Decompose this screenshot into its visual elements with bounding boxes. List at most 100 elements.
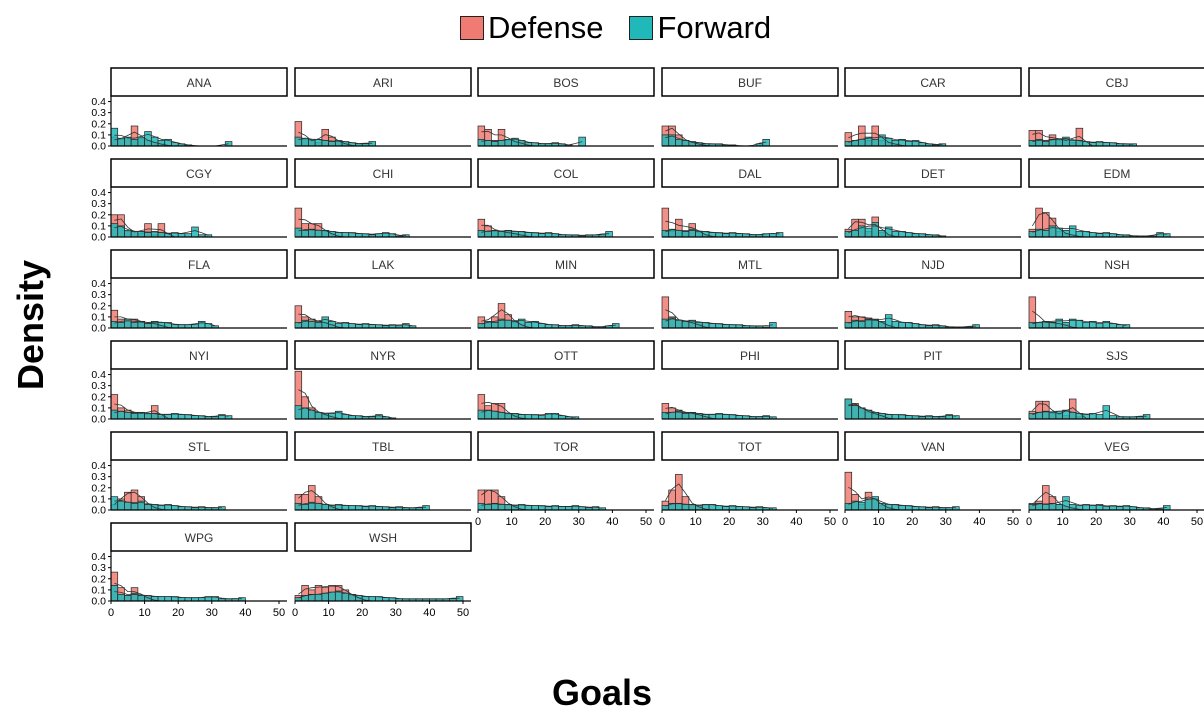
- forward-bar: [144, 413, 152, 420]
- facet-strip-label: TBL: [372, 440, 394, 454]
- forward-bar: [858, 501, 866, 511]
- facet-strip-label: EDM: [1104, 167, 1131, 181]
- forward-bar: [681, 413, 690, 420]
- forward-bar: [497, 231, 506, 238]
- forward-bar: [110, 409, 119, 420]
- x-tick-label: 10: [1056, 516, 1068, 528]
- defense-density-line: [114, 218, 175, 238]
- facet-strip-label: TOR: [553, 440, 578, 454]
- facet-strip-col: [477, 158, 655, 188]
- facet-strip-label: BUF: [738, 76, 762, 90]
- forward-density-line: [1032, 409, 1147, 418]
- forward-bar: [117, 322, 125, 329]
- y-tick-label: 0.1: [91, 311, 106, 323]
- facet-strip-tor: [477, 431, 655, 461]
- facet-strip-pit: [844, 340, 1022, 370]
- x-tick-label: 20: [906, 516, 918, 528]
- y-tick-label: 0.1: [91, 584, 106, 596]
- facet-panel-bos: BOS: [477, 67, 655, 147]
- forward-bar: [110, 223, 119, 238]
- x-tick-label: 50: [1007, 516, 1019, 528]
- forward-bar: [661, 134, 670, 147]
- legend-item-defense: Defense: [460, 10, 603, 46]
- x-tick-label: 30: [1124, 516, 1136, 528]
- y-tick-label: 0.2: [91, 209, 106, 221]
- forward-bar: [477, 323, 486, 329]
- facet-panel-det: DET: [844, 158, 1022, 238]
- x-tick-label: 0: [1026, 516, 1032, 528]
- forward-bar: [294, 405, 303, 420]
- facet-panel-ana: ANA 0.00.10.20.30.4: [91, 67, 288, 153]
- facet-panel-min: MIN: [477, 249, 655, 329]
- forward-bar: [124, 595, 132, 602]
- facet-strip-nyr: [294, 340, 472, 370]
- defense-density-line: [848, 402, 896, 420]
- forward-bar: [1089, 505, 1097, 511]
- facet-strip-label: NYI: [189, 349, 209, 363]
- facet-panel-pit: PIT: [844, 340, 1022, 420]
- facet-panel-cgy: CGY 0.00.10.20.30.4: [91, 158, 288, 244]
- facet-strip-dal: [661, 158, 839, 188]
- forward-bar: [844, 502, 853, 511]
- defense-density-line: [848, 132, 909, 147]
- forward-bar: [455, 596, 464, 602]
- facet-panel-veg: VEG 0 10 20 30 40 50: [1026, 431, 1204, 528]
- forward-bar: [301, 229, 309, 238]
- forward-bar: [1156, 232, 1164, 238]
- forward-bar: [681, 320, 690, 329]
- forward-bar: [130, 413, 139, 420]
- facet-strip-label: NYR: [370, 349, 396, 363]
- forward-density-line: [1032, 500, 1167, 510]
- facet-panel-fla: FLA 0.00.10.20.30.4: [91, 249, 288, 335]
- x-tick-label: 10: [689, 516, 701, 528]
- facet-strip-label: STL: [188, 440, 210, 454]
- forward-bar: [722, 414, 730, 420]
- forward-bar: [905, 141, 913, 147]
- forward-bar: [504, 413, 512, 420]
- facet-strip-wpg: [110, 522, 288, 552]
- forward-bar: [308, 228, 316, 238]
- facet-panel-van: VAN 0 10 20 30 40 50: [842, 431, 1022, 528]
- facet-panel-ott: OTT: [477, 340, 655, 420]
- y-tick-label: 0.4: [91, 96, 106, 108]
- y-tick-label: 0.3: [91, 380, 106, 392]
- forward-bar: [484, 231, 492, 238]
- forward-bar: [864, 498, 873, 511]
- forward-bar: [375, 414, 383, 420]
- defense-density-line: [1032, 403, 1093, 420]
- facet-strip-label: PHI: [740, 349, 760, 363]
- forward-bar: [294, 227, 303, 238]
- facet-strip-label: MTL: [738, 258, 762, 272]
- facet-panel-wpg: WPG 0.00.10.20.30.4 0 10 20 30 40 50: [91, 522, 288, 619]
- forward-bar: [1055, 138, 1063, 147]
- legend-label-forward: Forward: [657, 10, 772, 45]
- facet-strip-label: DAL: [738, 167, 762, 181]
- facet-strip-buf: [661, 67, 839, 97]
- forward-bar: [157, 232, 166, 238]
- forward-bar: [157, 414, 166, 420]
- x-tick-label: 0: [842, 516, 848, 528]
- forward-bar: [1042, 141, 1050, 147]
- facet-strip-label: MIN: [555, 258, 577, 272]
- x-tick-label: 40: [606, 516, 618, 528]
- facet-panel-edm: EDM: [1028, 158, 1204, 238]
- defense-density-line: [298, 490, 346, 511]
- facet-strip-label: TOT: [738, 440, 762, 454]
- x-tick-label: 40: [1157, 516, 1169, 528]
- forward-bar: [348, 505, 356, 511]
- y-tick-label: 0.3: [91, 198, 106, 210]
- forward-density-line: [665, 229, 780, 235]
- forward-bar: [531, 505, 539, 511]
- facet-strip-label: CAR: [920, 76, 946, 90]
- forward-bar: [321, 140, 329, 147]
- x-tick-label: 40: [239, 607, 251, 619]
- forward-bar: [1075, 413, 1084, 420]
- facet-strip-label: CGY: [186, 167, 212, 181]
- facet-panel-tor: TOR 0 10 20 30 40 50: [475, 431, 655, 528]
- forward-density-line: [114, 499, 222, 509]
- y-tick-label: 0.1: [91, 129, 106, 141]
- forward-bar: [314, 322, 323, 329]
- forward-bar: [851, 229, 859, 238]
- forward-bar: [688, 504, 696, 511]
- forward-density-line: [481, 319, 616, 327]
